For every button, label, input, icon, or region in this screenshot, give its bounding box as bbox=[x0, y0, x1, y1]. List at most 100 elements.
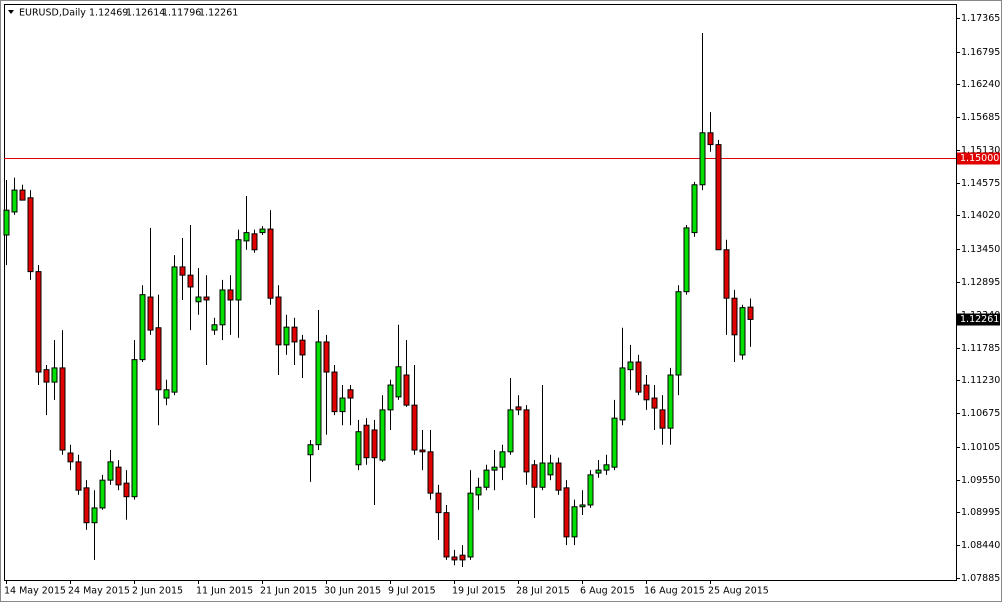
plot-area bbox=[4, 4, 957, 581]
candle-body bbox=[459, 554, 466, 561]
candle-body bbox=[363, 424, 370, 459]
candle-body bbox=[171, 266, 178, 393]
candle-body bbox=[179, 266, 186, 276]
candle-body bbox=[451, 556, 458, 561]
candle-body bbox=[387, 384, 394, 411]
candle-body bbox=[683, 227, 690, 293]
chart-title: EURUSD,Daily bbox=[19, 8, 86, 19]
price-label: 1.12261 bbox=[960, 314, 999, 325]
candle-body bbox=[163, 389, 170, 399]
ohlc-close: 1.12261 bbox=[199, 8, 238, 19]
candle-body bbox=[43, 369, 50, 383]
candle-body bbox=[267, 228, 274, 299]
candle-body bbox=[443, 512, 450, 558]
candle-body bbox=[435, 492, 442, 514]
candle-body bbox=[523, 409, 530, 473]
candle-body bbox=[227, 289, 234, 301]
candle-body bbox=[395, 366, 402, 398]
candle-body bbox=[67, 452, 74, 463]
candle-body bbox=[547, 462, 554, 476]
y-tick-label: 1.14020 bbox=[961, 210, 1000, 221]
candle-body bbox=[371, 429, 378, 459]
candle-body bbox=[427, 451, 434, 494]
candle-body bbox=[691, 184, 698, 234]
candle-body bbox=[723, 249, 730, 299]
candle-body bbox=[115, 466, 122, 486]
candle-body bbox=[483, 469, 490, 488]
candle-body bbox=[579, 504, 586, 508]
y-tick-label: 1.15130 bbox=[961, 145, 1000, 156]
candle-body bbox=[419, 449, 426, 453]
candle-body bbox=[739, 307, 746, 356]
candle-body bbox=[35, 271, 42, 373]
candle-body bbox=[643, 384, 650, 401]
candle-body bbox=[507, 409, 514, 453]
x-tick-label: 21 Jun 2015 bbox=[260, 586, 317, 597]
candle-body bbox=[147, 296, 154, 331]
candle-body bbox=[555, 462, 562, 491]
candle-body bbox=[91, 507, 98, 524]
candle-body bbox=[595, 469, 602, 474]
candle-body bbox=[403, 374, 410, 406]
y-tick-label: 1.08440 bbox=[961, 540, 1000, 551]
candle-body bbox=[75, 461, 82, 491]
candle-body bbox=[195, 296, 202, 303]
price-label-box bbox=[957, 313, 1000, 326]
candle-body bbox=[339, 397, 346, 413]
level-label: 1.15000 bbox=[960, 153, 999, 164]
candle-body bbox=[107, 461, 114, 481]
candle-body bbox=[355, 431, 362, 466]
x-tick-label: 25 Aug 2015 bbox=[708, 586, 769, 597]
ohlc-high: 1.12614 bbox=[126, 8, 165, 19]
y-tick-label: 1.07885 bbox=[961, 573, 1000, 584]
candle-body bbox=[155, 327, 162, 391]
candle-body bbox=[3, 209, 10, 236]
candle-body bbox=[651, 397, 658, 409]
candle-body bbox=[707, 132, 714, 146]
candle-body bbox=[587, 474, 594, 506]
candle-body bbox=[235, 239, 242, 301]
candle-body bbox=[563, 487, 570, 538]
candle-body bbox=[731, 297, 738, 336]
candle-body bbox=[515, 406, 522, 411]
candle-body bbox=[275, 296, 282, 346]
candle-body bbox=[675, 291, 682, 376]
candle-body bbox=[11, 189, 18, 213]
candle-body bbox=[611, 417, 618, 468]
candle-body bbox=[59, 367, 66, 451]
y-tick-label: 1.08995 bbox=[961, 507, 1000, 518]
candle-body bbox=[467, 492, 474, 558]
x-tick-label: 19 Jul 2015 bbox=[452, 586, 506, 597]
candle-body bbox=[307, 444, 314, 456]
candle-body bbox=[211, 324, 218, 331]
y-tick-label: 1.15685 bbox=[961, 112, 1000, 123]
candle-body bbox=[139, 294, 146, 361]
y-tick-label: 1.17365 bbox=[961, 13, 1000, 24]
candle-body bbox=[123, 482, 130, 498]
candle-body bbox=[531, 464, 538, 488]
candle-body bbox=[323, 341, 330, 373]
candle-body bbox=[243, 232, 250, 242]
x-tick-label: 16 Aug 2015 bbox=[644, 586, 705, 597]
x-tick-label: 24 May 2015 bbox=[68, 586, 130, 597]
candle-body bbox=[291, 326, 298, 343]
candle-body bbox=[619, 367, 626, 421]
x-tick-label: 6 Aug 2015 bbox=[580, 586, 635, 597]
candle-body bbox=[251, 233, 258, 251]
x-tick-label: 11 Jun 2015 bbox=[196, 586, 253, 597]
candle-body bbox=[27, 197, 34, 273]
level-label-box bbox=[957, 152, 1000, 165]
ohlc-low: 1.11796 bbox=[162, 8, 201, 19]
y-tick-label: 1.11230 bbox=[961, 375, 1000, 386]
candle-body bbox=[379, 409, 386, 461]
candle-body bbox=[283, 326, 290, 346]
candle-body bbox=[475, 486, 482, 496]
x-tick-label: 2 Jun 2015 bbox=[132, 586, 183, 597]
candle-body bbox=[715, 144, 722, 251]
x-tick-label: 30 Jun 2015 bbox=[324, 586, 381, 597]
candle-body bbox=[539, 462, 546, 488]
candle-body bbox=[411, 404, 418, 451]
candle-body bbox=[131, 359, 138, 498]
